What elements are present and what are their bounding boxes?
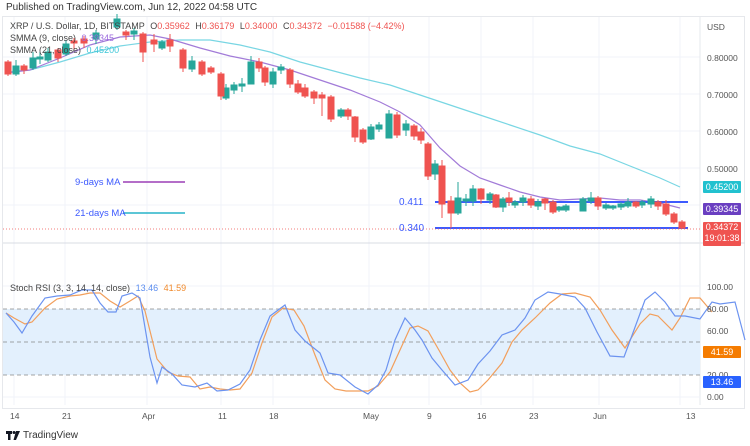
smma9-legend[interactable]: SMMA (9, close) 0.39345	[10, 33, 117, 43]
low-label: L	[239, 21, 245, 31]
time-tick: 14	[10, 411, 20, 421]
close-label: C	[282, 21, 290, 31]
ma9-annotation: 9-days MA	[75, 177, 121, 188]
price-tick: 0.80000	[707, 53, 738, 63]
smma21-label: SMMA (21, close)	[10, 45, 82, 55]
stoch-k-badge: 13.46	[703, 376, 741, 388]
smma21-price-badge: 0.45200	[703, 181, 741, 193]
stoch-d-line	[5, 292, 713, 393]
stoch-d-badge: 41.59	[703, 346, 741, 358]
price-tick: 0.50000	[707, 164, 738, 174]
smma9-label: SMMA (9, close)	[10, 33, 77, 43]
stoch-rsi-legend[interactable]: Stoch RSI (3, 3, 14, 14, close) 13.46 41…	[10, 283, 189, 293]
tradingview-brand[interactable]: TradingView	[6, 430, 78, 441]
candles	[4, 14, 686, 229]
stoch-rsi-label: Stoch RSI (3, 3, 14, 14, close)	[10, 283, 131, 293]
time-tick: 9	[427, 411, 432, 421]
high-label: H	[195, 21, 202, 31]
rsi-tick: 100.00	[707, 282, 733, 292]
ma21-annotation: 21-days MA	[75, 208, 126, 219]
close-price: 0.34372	[705, 222, 739, 232]
rsi-tick: 0.00	[707, 392, 724, 402]
symbol-title: XRP / U.S. Dollar, 1D, BITSTAMP	[10, 21, 145, 31]
resistance-label: 0.411	[399, 197, 424, 208]
support-label: 0.340	[399, 223, 425, 234]
price-tick: 0.70000	[707, 90, 738, 100]
stoch-k-value: 13.46	[135, 283, 159, 293]
smma21-line	[5, 39, 681, 188]
price-tick: 0.60000	[707, 127, 738, 137]
time-tick: 11	[218, 411, 227, 421]
time-tick: 18	[269, 411, 279, 421]
close-value: 0.34372	[289, 21, 322, 31]
time-tick: 21	[62, 411, 72, 421]
published-note: Published on TradingView.com, Jun 12, 20…	[6, 2, 258, 13]
low-value: 0.34000	[244, 21, 278, 31]
symbol-legend: XRP / U.S. Dollar, 1D, BITSTAMP O0.35962…	[10, 21, 408, 31]
time-tick: 13	[686, 411, 696, 421]
smma21-value: 0.45200	[86, 45, 120, 55]
high-value: 0.36179	[201, 21, 235, 31]
rsi-tick: 20.00	[707, 370, 729, 380]
smma21-legend[interactable]: SMMA (21, close) 0.45200	[10, 45, 122, 55]
rsi-tick: 60.00	[707, 326, 729, 336]
close-price-badge: 0.34372 19:01:38	[703, 222, 741, 246]
time-tick: May	[363, 411, 380, 421]
time-tick: Apr	[142, 411, 156, 421]
open-label: O	[150, 21, 158, 31]
time-tick: 23	[529, 411, 539, 421]
chart-frame	[2, 16, 745, 409]
smma9-value: 0.39345	[81, 33, 115, 43]
smma9-price-badge: 0.39345	[703, 203, 741, 215]
stoch-k-line	[5, 289, 746, 395]
brand-name: TradingView	[23, 430, 79, 441]
change-value: −0.01588 (−4.42%)	[327, 21, 405, 31]
time-tick: Jun	[593, 411, 607, 421]
open-value: 0.35962	[157, 21, 190, 31]
tradingview-logo-icon	[6, 431, 20, 440]
bar-countdown: 19:01:38	[704, 233, 740, 243]
stoch-d-value: 41.59	[163, 283, 187, 293]
time-tick: 16	[477, 411, 487, 421]
currency-label: USD	[707, 22, 725, 32]
rsi-tick: 80.00	[707, 304, 729, 314]
